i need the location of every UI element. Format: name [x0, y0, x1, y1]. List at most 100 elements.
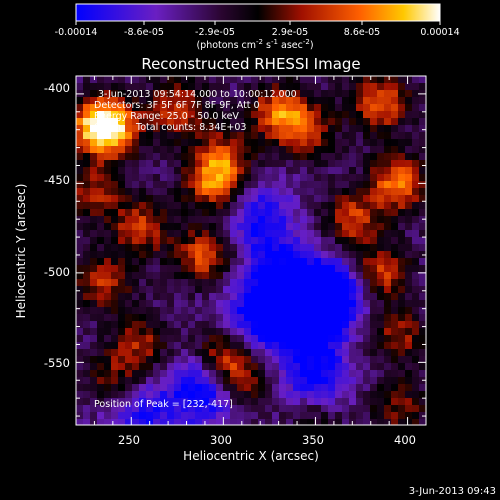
heatmap-cell	[279, 391, 286, 398]
heatmap-cell	[237, 153, 244, 160]
heatmap-cell	[356, 244, 363, 251]
heatmap-cell	[272, 209, 279, 216]
heatmap-cell	[356, 202, 363, 209]
heatmap-cell	[97, 377, 104, 384]
heatmap-cell	[90, 293, 97, 300]
heatmap-cell	[405, 335, 412, 342]
heatmap-cell	[398, 104, 405, 111]
heatmap-cell	[76, 412, 83, 419]
heatmap-cell	[384, 132, 391, 139]
heatmap-cell	[83, 377, 90, 384]
heatmap-cell	[391, 363, 398, 370]
heatmap-cell	[356, 76, 363, 83]
heatmap-cell	[370, 419, 377, 425]
heatmap-cell	[412, 174, 419, 181]
heatmap-cell	[272, 307, 279, 314]
heatmap-cell	[328, 286, 335, 293]
heatmap-cell	[97, 97, 104, 104]
heatmap-cell	[97, 188, 104, 195]
heatmap-cell	[97, 244, 104, 251]
heatmap-cell	[356, 97, 363, 104]
heatmap-cell	[321, 244, 328, 251]
heatmap-cell	[258, 153, 265, 160]
heatmap-cell	[125, 237, 132, 244]
heatmap-cell	[83, 139, 90, 146]
heatmap-cell	[300, 167, 307, 174]
heatmap-cell	[272, 90, 279, 97]
heatmap-cell	[223, 286, 230, 293]
heatmap-cell	[118, 230, 125, 237]
heatmap-cell	[202, 223, 209, 230]
heatmap-cell	[104, 104, 111, 111]
heatmap-cell	[160, 370, 167, 377]
heatmap-cell	[160, 377, 167, 384]
heatmap-cell	[111, 174, 118, 181]
heatmap-cell	[279, 314, 286, 321]
heatmap-cell	[321, 356, 328, 363]
heatmap-cell	[104, 111, 111, 118]
heatmap-cell	[97, 104, 104, 111]
heatmap-cell	[104, 405, 111, 412]
heatmap-cell	[265, 363, 272, 370]
heatmap-cell	[230, 356, 237, 363]
heatmap-cell	[279, 258, 286, 265]
heatmap-cell	[230, 223, 237, 230]
heatmap-cell	[188, 90, 195, 97]
heatmap-cell	[160, 307, 167, 314]
heatmap-cell	[314, 83, 321, 90]
heatmap-cell	[132, 328, 139, 335]
heatmap-cell	[139, 223, 146, 230]
heatmap-cell	[300, 244, 307, 251]
heatmap-cell	[356, 181, 363, 188]
heatmap-cell	[181, 265, 188, 272]
heatmap-cell	[349, 398, 356, 405]
heatmap-cell	[370, 335, 377, 342]
heatmap-cell	[349, 153, 356, 160]
heatmap-cell	[272, 223, 279, 230]
heatmap-cell	[153, 90, 160, 97]
heatmap-cell	[307, 202, 314, 209]
heatmap-cell	[118, 251, 125, 258]
heatmap-cell	[328, 90, 335, 97]
heatmap-cell	[314, 405, 321, 412]
heatmap-cell	[146, 195, 153, 202]
heatmap-cell	[391, 258, 398, 265]
heatmap-cell	[132, 223, 139, 230]
heatmap-cell	[412, 167, 419, 174]
heatmap-cell	[181, 237, 188, 244]
heatmap-cell	[146, 125, 153, 132]
heatmap-cell	[258, 384, 265, 391]
heatmap-cell	[153, 314, 160, 321]
heatmap-cell	[412, 419, 419, 425]
heatmap-cell	[384, 412, 391, 419]
heatmap-cell	[377, 349, 384, 356]
heatmap-cell	[237, 419, 244, 425]
heatmap-cell	[405, 111, 412, 118]
heatmap-cell	[139, 419, 146, 425]
heatmap-cell	[104, 118, 111, 125]
heatmap-cell	[265, 153, 272, 160]
heatmap-cell	[97, 398, 104, 405]
heatmap-cell	[279, 349, 286, 356]
heatmap-cell	[272, 132, 279, 139]
heatmap-cell	[377, 209, 384, 216]
heatmap-cell	[230, 377, 237, 384]
heatmap-cell	[153, 328, 160, 335]
heatmap-cell	[405, 97, 412, 104]
heatmap-cell	[139, 230, 146, 237]
heatmap-cell	[146, 251, 153, 258]
heatmap-cell	[405, 90, 412, 97]
heatmap-cell	[230, 349, 237, 356]
heatmap-cell	[279, 356, 286, 363]
heatmap-cell	[132, 230, 139, 237]
heatmap-cell	[349, 139, 356, 146]
heatmap-cell	[342, 272, 349, 279]
heatmap-cell	[265, 146, 272, 153]
heatmap-cell	[160, 384, 167, 391]
heatmap-cell	[83, 97, 90, 104]
heatmap-cell	[223, 412, 230, 419]
heatmap-cell	[342, 265, 349, 272]
heatmap-cell	[300, 328, 307, 335]
heatmap-cell	[97, 384, 104, 391]
heatmap-cell	[342, 258, 349, 265]
